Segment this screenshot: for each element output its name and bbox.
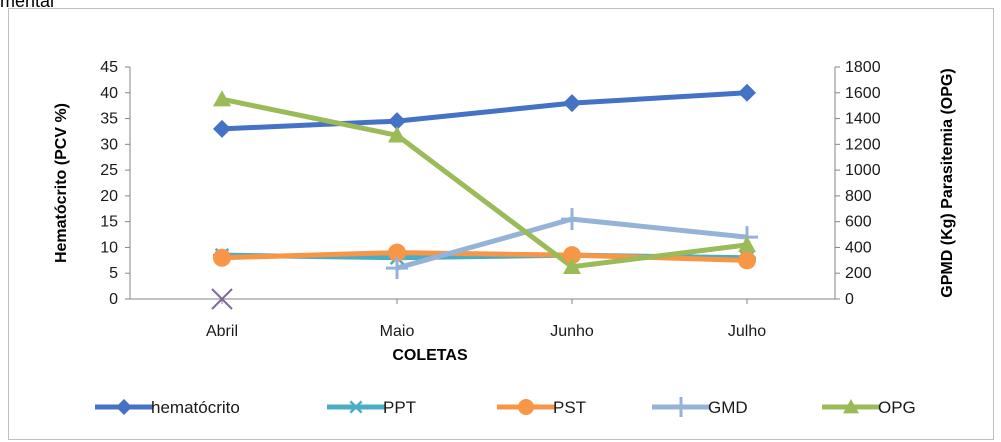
data-point-hematocrito	[213, 119, 231, 138]
y-left-tick-label: 45	[100, 59, 118, 76]
legend-marker-gmd	[671, 397, 691, 417]
x-tick-label: Junho	[550, 323, 594, 340]
y-left-tick-label: 0	[109, 291, 118, 308]
cropped-text-fragment: mental	[0, 0, 55, 11]
series-line-hematocrito	[221, 90, 748, 132]
x-tick-label: Julho	[728, 323, 766, 340]
y-axis-right-title: GPMD (Kg) Parasitemia (OPG)	[939, 68, 956, 297]
y-left-tick-label: 30	[100, 136, 118, 153]
chart-frame	[8, 8, 994, 440]
data-point-pst	[213, 248, 231, 267]
legend-label-opg: OPG	[878, 398, 916, 417]
legend-marker-ppt	[348, 400, 364, 414]
legend-label-pst: PST	[553, 398, 586, 417]
y-right-tick-label: 1200	[845, 136, 881, 153]
annotation-marker	[211, 288, 233, 310]
y-right-tick-label: 800	[845, 188, 872, 205]
annotation-marker-stroke	[211, 288, 233, 310]
data-point-pst	[563, 246, 581, 265]
y-left-tick-label: 25	[100, 162, 118, 179]
data-point-opg	[563, 257, 581, 274]
y-left-tick-label: 20	[100, 188, 118, 205]
data-point-hematocrito	[388, 112, 406, 131]
y-right-tick-label: 200	[845, 265, 872, 282]
y-left-tick-label: 5	[109, 265, 118, 282]
x-axis-title: COLETAS	[392, 347, 468, 364]
series-layer	[221, 90, 748, 271]
data-point-pst	[738, 251, 756, 270]
data-point-gmd	[561, 208, 583, 231]
legend-label-gmd: GMD	[708, 398, 748, 417]
data-point-gmd	[386, 257, 408, 280]
y-right-tick-label: 1600	[845, 85, 881, 102]
legend-marker-pst	[518, 399, 534, 415]
data-point-opg	[738, 235, 756, 253]
x-tick-label: Abril	[206, 323, 238, 340]
legend-marker-hematocrito	[116, 399, 132, 415]
y-left-tick-label: 10	[100, 239, 118, 256]
legend-label-hematocrito: hematócrito	[151, 398, 240, 417]
series-line-opg	[221, 96, 748, 270]
axes-layer: 0 5 10 15 20 25 30 35 40 45 0 200 400 600 800 1000 1200 1…	[100, 59, 880, 340]
legend-marker-opg	[843, 399, 859, 414]
data-point-hematocrito	[563, 94, 581, 113]
markers-layer	[211, 83, 758, 310]
x-tick-label: Maio	[380, 323, 415, 340]
legend-marker-ppt-stroke	[349, 400, 363, 414]
data-point-pst	[388, 243, 406, 262]
y-right-tick-label: 0	[845, 291, 854, 308]
data-point-opg	[213, 90, 231, 107]
y-right-tick-label: 600	[845, 214, 872, 231]
y-left-tick-label: 15	[100, 214, 118, 231]
legend-label-ppt: PPT	[383, 398, 416, 417]
y-right-tick-label: 1800	[845, 59, 881, 76]
y-left-tick-label: 40	[100, 85, 118, 102]
y-right-tick-label: 1000	[845, 162, 881, 179]
data-point-hematocrito	[738, 83, 756, 102]
legend: hematócrito PPT PST GMD OPG	[95, 397, 916, 417]
data-point-opg	[388, 126, 406, 143]
y-right-tick-label: 400	[845, 239, 872, 256]
y-axis-left-title: Hematócrito (PCV %)	[53, 103, 70, 263]
y-left-tick-label: 35	[100, 111, 118, 128]
y-right-tick-label: 1400	[845, 111, 881, 128]
